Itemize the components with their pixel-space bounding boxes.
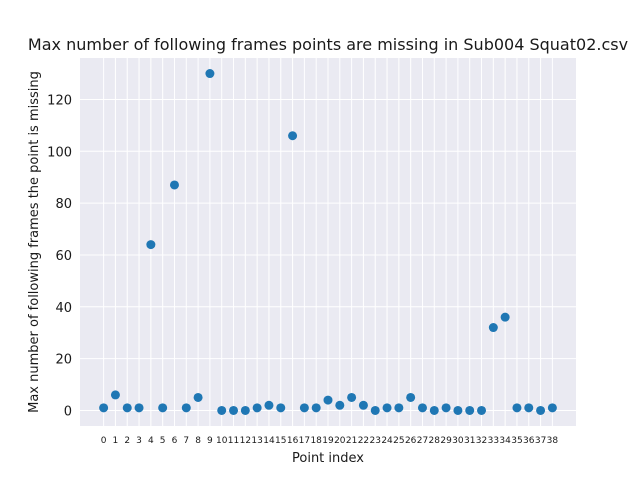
data-point-11 bbox=[229, 405, 239, 415]
x-tick-label: 30 bbox=[452, 436, 464, 446]
grid-lines bbox=[80, 58, 576, 426]
x-tick-label: 14 bbox=[263, 436, 275, 446]
y-tick-label: 60 bbox=[55, 249, 72, 264]
data-point-32 bbox=[477, 405, 487, 415]
data-point-17 bbox=[299, 403, 309, 413]
data-point-19 bbox=[323, 395, 333, 405]
data-point-5 bbox=[158, 403, 168, 413]
x-tick-label: 26 bbox=[405, 436, 417, 446]
y-tick-label: 80 bbox=[55, 197, 72, 212]
y-tick-label: 0 bbox=[64, 404, 72, 419]
data-point-16 bbox=[288, 131, 298, 141]
x-tick-label: 35 bbox=[511, 436, 522, 446]
x-tick-label: 5 bbox=[160, 436, 166, 446]
data-point-38 bbox=[547, 403, 557, 413]
data-point-33 bbox=[488, 323, 498, 333]
data-point-0 bbox=[99, 403, 109, 413]
x-tick-label: 37 bbox=[535, 436, 546, 446]
x-tick-label: 36 bbox=[523, 436, 535, 446]
data-point-36 bbox=[524, 403, 534, 413]
x-tick-label: 15 bbox=[275, 436, 286, 446]
x-tick-label: 7 bbox=[183, 436, 189, 446]
data-point-26 bbox=[406, 392, 416, 402]
x-tick-label: 6 bbox=[172, 436, 178, 446]
x-tick-label: 12 bbox=[240, 436, 251, 446]
x-tick-label: 19 bbox=[322, 436, 334, 446]
data-point-15 bbox=[276, 403, 286, 413]
y-tick-label: 100 bbox=[47, 145, 72, 160]
data-point-10 bbox=[217, 405, 227, 415]
data-point-1 bbox=[110, 390, 120, 400]
data-point-18 bbox=[311, 403, 321, 413]
x-tick-label: 9 bbox=[207, 436, 213, 446]
y-tick-label: 40 bbox=[55, 301, 72, 316]
data-point-9 bbox=[205, 69, 215, 79]
data-point-13 bbox=[252, 403, 262, 413]
x-tick-label: 27 bbox=[417, 436, 428, 446]
x-tick-label: 23 bbox=[370, 436, 381, 446]
x-tick-label: 34 bbox=[499, 436, 511, 446]
x-tick-label: 33 bbox=[488, 436, 499, 446]
data-point-35 bbox=[512, 403, 522, 413]
x-axis-label: Point index bbox=[292, 451, 364, 466]
x-tick-label: 11 bbox=[228, 436, 239, 446]
x-tick-label: 29 bbox=[440, 436, 452, 446]
data-point-14 bbox=[264, 400, 274, 410]
data-point-27 bbox=[417, 403, 427, 413]
data-point-6 bbox=[169, 180, 179, 190]
data-point-25 bbox=[394, 403, 404, 413]
x-tick-label: 2 bbox=[124, 436, 130, 446]
x-tick-label: 18 bbox=[310, 436, 322, 446]
data-point-37 bbox=[536, 405, 546, 415]
x-tick-label: 17 bbox=[299, 436, 310, 446]
x-tick-label: 24 bbox=[381, 436, 393, 446]
x-tick-label: 21 bbox=[346, 436, 357, 446]
x-tick-label: 0 bbox=[101, 436, 107, 446]
data-points bbox=[99, 69, 557, 415]
data-point-12 bbox=[240, 405, 250, 415]
chart-title: Max number of following frames points ar… bbox=[28, 35, 628, 54]
data-point-30 bbox=[453, 405, 463, 415]
x-tick-label: 22 bbox=[358, 436, 369, 446]
x-tick-label: 16 bbox=[287, 436, 299, 446]
y-tick-label: 20 bbox=[55, 353, 72, 368]
data-point-34 bbox=[500, 312, 510, 322]
y-axis-ticks: 0 20 40 60 80 100 120 bbox=[47, 93, 72, 419]
data-point-4 bbox=[146, 240, 156, 250]
data-point-2 bbox=[122, 403, 132, 413]
data-point-22 bbox=[358, 400, 368, 410]
data-point-7 bbox=[181, 403, 191, 413]
data-point-20 bbox=[335, 400, 345, 410]
data-point-29 bbox=[441, 403, 451, 413]
x-tick-label: 4 bbox=[148, 436, 154, 446]
y-axis-label: Max number of following frames the point… bbox=[27, 71, 42, 413]
data-point-24 bbox=[382, 403, 392, 413]
x-tick-label: 3 bbox=[136, 436, 142, 446]
x-tick-label: 28 bbox=[429, 436, 441, 446]
x-tick-label: 10 bbox=[216, 436, 228, 446]
data-point-28 bbox=[429, 405, 439, 415]
data-point-8 bbox=[193, 392, 203, 402]
y-tick-label: 120 bbox=[47, 93, 72, 108]
x-tick-label: 13 bbox=[251, 436, 262, 446]
x-tick-label: 8 bbox=[195, 436, 201, 446]
x-tick-label: 20 bbox=[334, 436, 346, 446]
data-point-21 bbox=[347, 392, 357, 402]
x-tick-label: 38 bbox=[547, 436, 559, 446]
x-tick-label: 25 bbox=[393, 436, 404, 446]
data-point-23 bbox=[370, 405, 380, 415]
x-tick-label: 31 bbox=[464, 436, 475, 446]
x-axis-ticks: 0 1 2 3 4 5 6 7 8 9 10 11 12 13 14 15 16 17 18 19 20 21 22 23 24… bbox=[101, 436, 559, 446]
x-tick-label: 32 bbox=[476, 436, 487, 446]
data-point-3 bbox=[134, 403, 144, 413]
x-tick-label: 1 bbox=[113, 436, 119, 446]
data-point-31 bbox=[465, 405, 475, 415]
